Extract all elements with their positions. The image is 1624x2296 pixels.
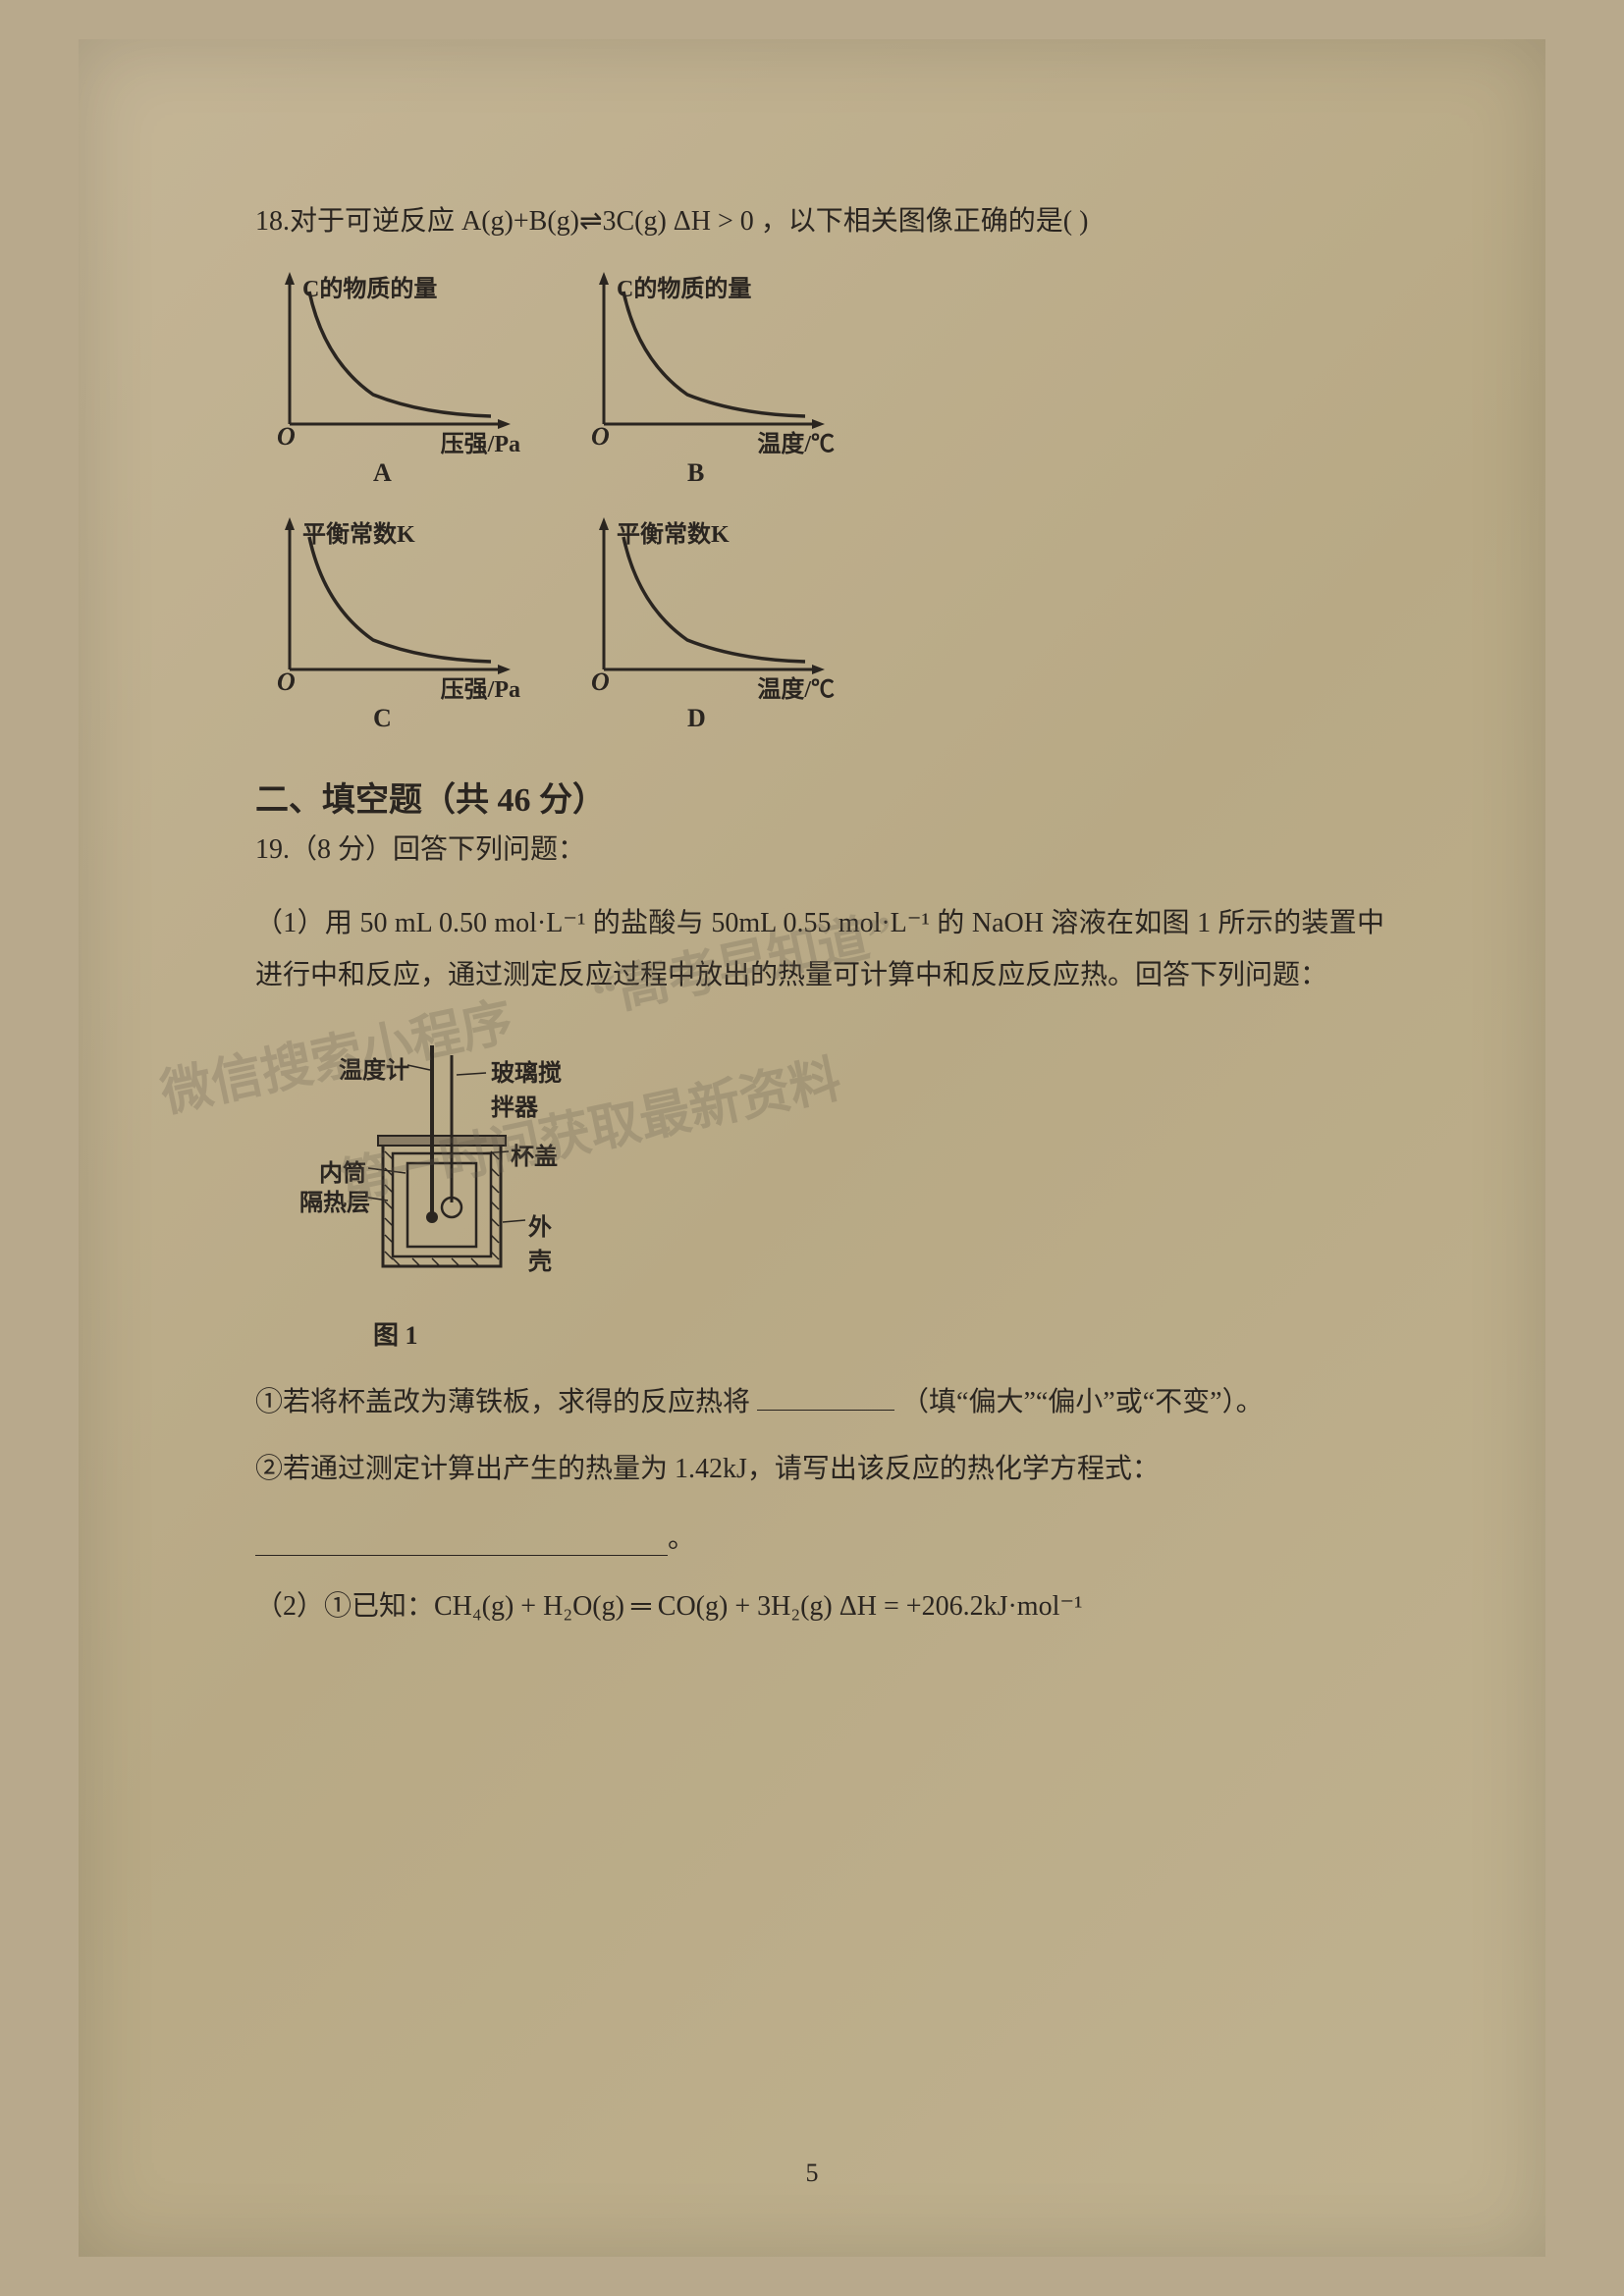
chart-b-xlabel: 温度/℃ (757, 424, 835, 458)
calorimeter-label-stirrer: 玻璃搅拌器 (491, 1053, 569, 1122)
chart-a-ylabel: C的物质的量 (302, 269, 437, 303)
chart-a-origin: O (277, 422, 296, 452)
q19-sub2: ②若通过测定计算出产生的热量为 1.42kJ，请写出该反应的热化学方程式： (255, 1443, 1384, 1495)
calorimeter-diagram: 温度计 玻璃搅拌器 内筒 杯盖 隔热层 外壳 (295, 1026, 569, 1301)
q18-charts-grid: C的物质的量 O 压强/Pa A C的物质的量 O 温度/℃ (265, 267, 1384, 738)
chart-b-id: B (687, 458, 704, 488)
calorimeter-label-insulation: 隔热层 (299, 1183, 370, 1217)
q19-part2: （2）①已知：CH₄(g) + H₂O(g) ═ CO(g) + 3H₂(g) … (255, 1580, 1384, 1632)
chart-a: C的物质的量 O 压强/Pa A (265, 267, 550, 493)
chart-b-ylabel: C的物质的量 (617, 269, 751, 303)
q19-sub1-tail: （填“偏大”“偏小”或“不变”）。 (901, 1387, 1264, 1417)
chart-d-xlabel: 温度/℃ (757, 669, 835, 704)
blank-1 (757, 1383, 894, 1411)
chart-d-ylabel: 平衡常数K (617, 514, 730, 549)
calorimeter-label-lid: 杯盖 (511, 1137, 558, 1171)
page-number: 5 (806, 2159, 819, 2188)
chart-a-id: A (373, 458, 392, 488)
chart-d-origin: O (591, 667, 610, 697)
chart-b-origin: O (591, 422, 610, 452)
q19-sub1-text: ①若将杯盖改为薄铁板，求得的反应热将 (255, 1387, 750, 1417)
chart-c-ylabel: 平衡常数K (302, 514, 415, 549)
figure-1-caption: 图 1 (373, 1315, 1384, 1352)
q19-sub2-text: ②若通过测定计算出产生的热量为 1.42kJ，请写出该反应的热化学方程式： (255, 1454, 1160, 1484)
q19-part1-intro: （1）用 50 mL 0.50 mol·L⁻¹ 的盐酸与 50mL 0.55 m… (255, 897, 1384, 1001)
chart-c: 平衡常数K O 压强/Pa C (265, 512, 550, 738)
chart-c-origin: O (277, 667, 296, 697)
q18-question-text: 18.对于可逆反应 A(g)+B(g)⇌3C(g) ΔH > 0 ，以下相关图像… (255, 201, 1384, 242)
page-content: 18.对于可逆反应 A(g)+B(g)⇌3C(g) ΔH > 0 ，以下相关图像… (255, 201, 1384, 1647)
blank-2 (255, 1519, 668, 1556)
q19-header: 19.（8 分）回答下列问题： (255, 828, 1384, 873)
chart-c-id: C (373, 704, 392, 733)
chart-d: 平衡常数K O 温度/℃ D (579, 512, 864, 738)
q19-sub2-tail: 。 (668, 1517, 695, 1556)
calorimeter-label-outer: 外壳 (528, 1207, 569, 1276)
section-2-title: 二、填空题（共 46 分） (255, 773, 1384, 821)
chart-a-xlabel: 压强/Pa (441, 424, 520, 458)
chart-c-xlabel: 压强/Pa (441, 669, 520, 704)
calorimeter-label-thermometer: 温度计 (339, 1050, 409, 1085)
q19-sub1: ①若将杯盖改为薄铁板，求得的反应热将 （填“偏大”“偏小”或“不变”）。 (255, 1376, 1384, 1428)
chart-b: C的物质的量 O 温度/℃ B (579, 267, 864, 493)
chart-d-id: D (687, 704, 706, 733)
